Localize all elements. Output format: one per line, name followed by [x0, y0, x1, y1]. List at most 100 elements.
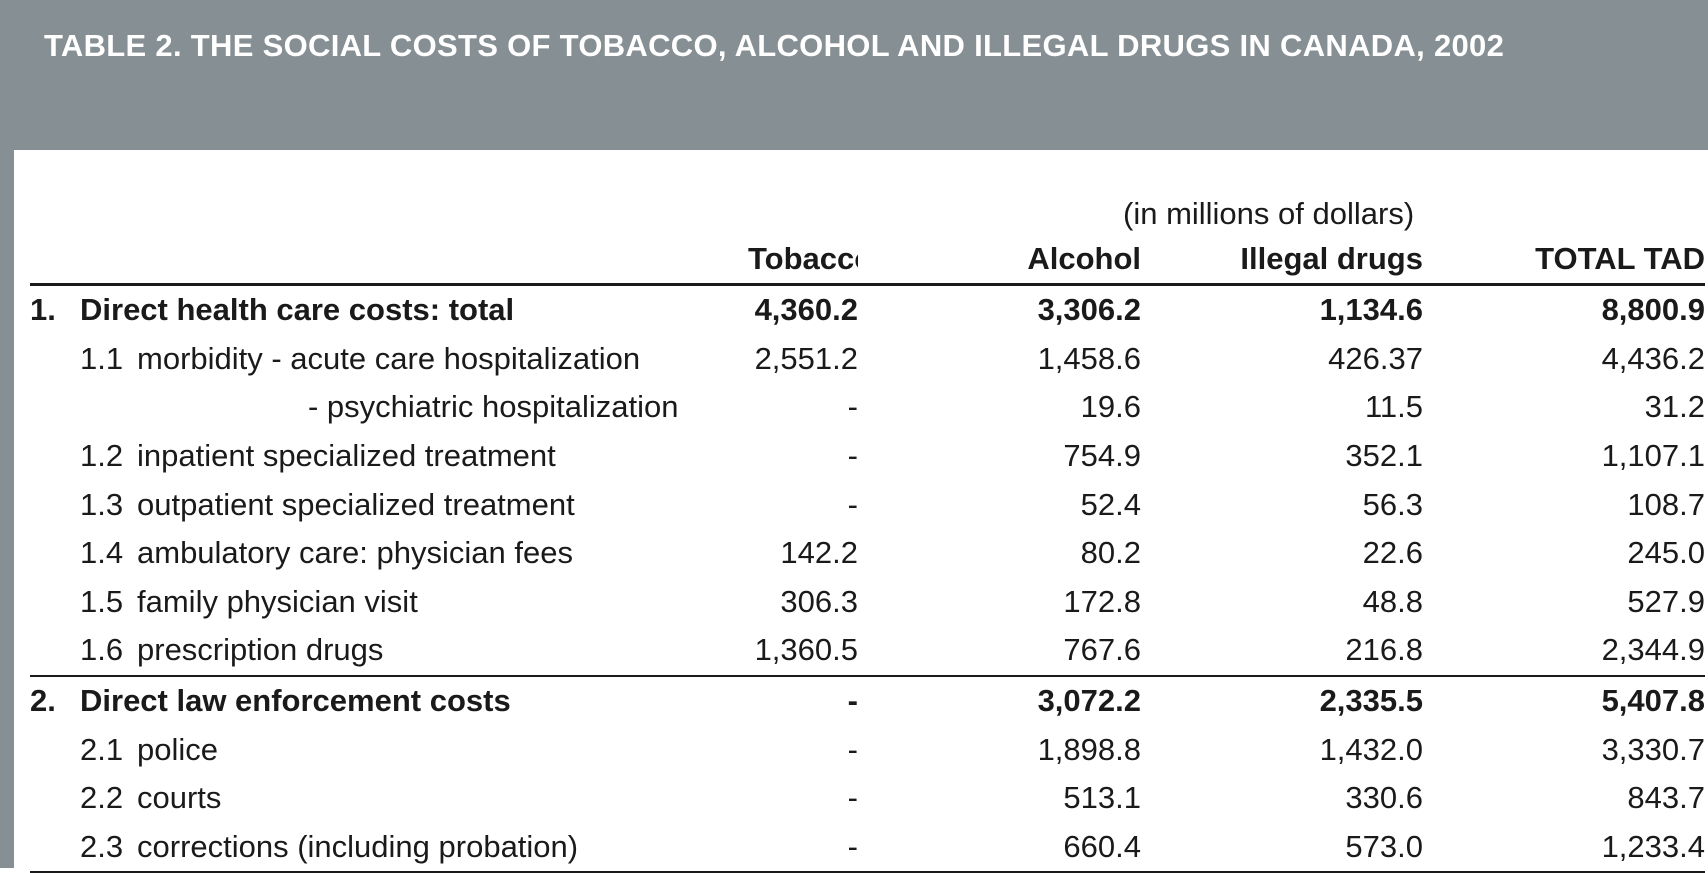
row-label: 1.4 ambulatory care: physician fees [80, 529, 748, 578]
cell-alcohol: 172.8 [1063, 583, 1141, 619]
table-row: 2.3 corrections (including probation) - 6… [30, 822, 1705, 873]
table-row: 1.6 prescription drugs 1,360.5 767.6 216.… [30, 626, 1705, 676]
row-label-text: family physician visit [137, 583, 418, 619]
row-label: 1.2 inpatient specialized treatment [80, 432, 748, 481]
row-label: 2.1 police [80, 725, 748, 774]
header-label [80, 235, 748, 286]
row-label-text: corrections (including probation) [137, 828, 579, 864]
table-title: TABLE 2. THE SOCIAL COSTS OF TOBACCO, AL… [44, 28, 1505, 63]
cell-alcohol: 767.6 [1063, 632, 1141, 668]
cell-illegal-drugs: 22.6 [1362, 535, 1423, 571]
row-code: 1.2 [80, 438, 124, 474]
cell-total: 245.0 [1627, 535, 1705, 571]
title-banner: TABLE 2. THE SOCIAL COSTS OF TOBACCO, AL… [14, 0, 1708, 148]
cell-tobacco: - [847, 780, 858, 816]
header-tobacco: Tobacco [748, 235, 858, 286]
cell-alcohol: 3,072.2 [858, 674, 1141, 726]
table-row: 1.3 outpatient specialized treatment - 52… [30, 480, 1705, 529]
cell-tobacco: - [748, 822, 858, 873]
row-code: 1.6 [80, 632, 124, 668]
row-label: 2.2 courts [80, 774, 748, 823]
row-code: 2.2 [80, 780, 124, 816]
row-code: 1.1 [80, 340, 124, 376]
table-row: 1. Direct health care costs: total 4,360… [30, 285, 1705, 335]
row-label: 2.3 corrections (including probation) [80, 822, 748, 873]
row-label: - psychiatric hospitalization [308, 389, 679, 425]
cell-alcohol: 754.9 [1063, 438, 1141, 474]
row-number [30, 432, 80, 481]
cell-illegal-drugs: 426.37 [1328, 340, 1423, 376]
row-number [30, 725, 80, 774]
row-number [30, 383, 80, 432]
cell-total: 1,107.1 [1601, 438, 1705, 474]
table-row: 1.2 inpatient specialized treatment - 754… [30, 432, 1705, 481]
cell-total: 5,407.8 [1423, 674, 1705, 726]
row-label-text: courts [137, 780, 222, 816]
cell-total: 1,233.4 [1423, 822, 1705, 873]
row-number [30, 480, 80, 529]
row-label: 1.6 prescription drugs [80, 626, 748, 676]
row-label-text: morbidity - acute care hospitalization [137, 340, 641, 376]
header-alcohol: Alcohol [858, 235, 1141, 286]
row-number [30, 774, 80, 823]
table-row: 1.1 morbidity - acute care hospitalizatio… [30, 335, 1705, 384]
header-illegal-drugs: Illegal drugs [1141, 235, 1423, 286]
cell-tobacco: - [847, 389, 858, 425]
cell-illegal-drugs: 330.6 [1345, 780, 1423, 816]
cell-tobacco: 306.3 [780, 583, 858, 619]
row-label: Direct health care costs: total [80, 292, 515, 328]
cell-total: 108.7 [1627, 486, 1705, 522]
header-total-tad: TOTAL TAD [1423, 235, 1705, 286]
cell-alcohol: 3,306.2 [1037, 292, 1141, 328]
cell-illegal-drugs: 2,335.5 [1141, 674, 1423, 726]
header-num [30, 235, 80, 286]
cell-total: 843.7 [1627, 780, 1705, 816]
cell-total: 31.2 [1644, 389, 1705, 425]
cell-tobacco: - [847, 438, 858, 474]
table-row: 2.1 police - 1,898.8 1,432.0 3,330.7 [30, 725, 1705, 774]
table-row: - psychiatric hospitalization - 19.6 11.… [30, 383, 1705, 432]
cell-total: 527.9 [1627, 583, 1705, 619]
row-label: 1.3 outpatient specialized treatment [80, 480, 748, 529]
row-code: 2.3 [80, 828, 124, 864]
cell-total: 4,436.2 [1601, 340, 1705, 376]
cell-tobacco: 142.2 [780, 535, 858, 571]
row-number [30, 529, 80, 578]
row-number: 2. [30, 674, 80, 726]
row-label-text: inpatient specialized treatment [137, 438, 556, 474]
cell-alcohol: 1,458.6 [1037, 340, 1141, 376]
cell-tobacco: - [748, 674, 858, 726]
cell-alcohol: 19.6 [1080, 389, 1141, 425]
row-code: 2.1 [80, 731, 124, 767]
cell-total: 2,344.9 [1601, 632, 1705, 668]
unit-note: (in millions of dollars) [1123, 196, 1415, 231]
cell-alcohol: 80.2 [1080, 535, 1141, 571]
row-number [30, 822, 80, 873]
row-number [30, 626, 80, 676]
table-row: 1.4 ambulatory care: physician fees 142.2… [30, 529, 1705, 578]
cell-illegal-drugs: 1,432.0 [1319, 731, 1423, 767]
row-number [30, 578, 80, 627]
table-row: 2.2 courts - 513.1 330.6 843.7 [30, 774, 1705, 823]
cell-illegal-drugs: 573.0 [1141, 822, 1423, 873]
cell-illegal-drugs: 352.1 [1345, 438, 1423, 474]
cell-tobacco: - [847, 731, 858, 767]
cell-tobacco: 4,360.2 [754, 292, 858, 328]
row-label-text: ambulatory care: physician fees [137, 535, 573, 571]
cell-alcohol: 660.4 [858, 822, 1141, 873]
cell-illegal-drugs: 1,134.6 [1319, 292, 1423, 328]
cell-illegal-drugs: 11.5 [1364, 389, 1423, 425]
cell-alcohol: 513.1 [1063, 780, 1141, 816]
row-label-text: prescription drugs [137, 632, 384, 668]
cell-tobacco: 1,360.5 [754, 632, 858, 668]
row-label-text: outpatient specialized treatment [137, 486, 575, 522]
cell-illegal-drugs: 216.8 [1345, 632, 1423, 668]
row-code: 1.5 [80, 583, 124, 619]
cell-tobacco: - [847, 486, 858, 522]
row-label: Direct law enforcement costs [80, 674, 748, 726]
row-number [30, 335, 80, 384]
costs-table: Tobacco Alcohol Illegal drugs TOTAL TAD … [30, 235, 1705, 873]
cell-alcohol: 1,898.8 [1037, 731, 1141, 767]
row-label: 1.1 morbidity - acute care hospitalizatio… [80, 335, 748, 384]
cell-tobacco: 2,551.2 [754, 340, 858, 376]
